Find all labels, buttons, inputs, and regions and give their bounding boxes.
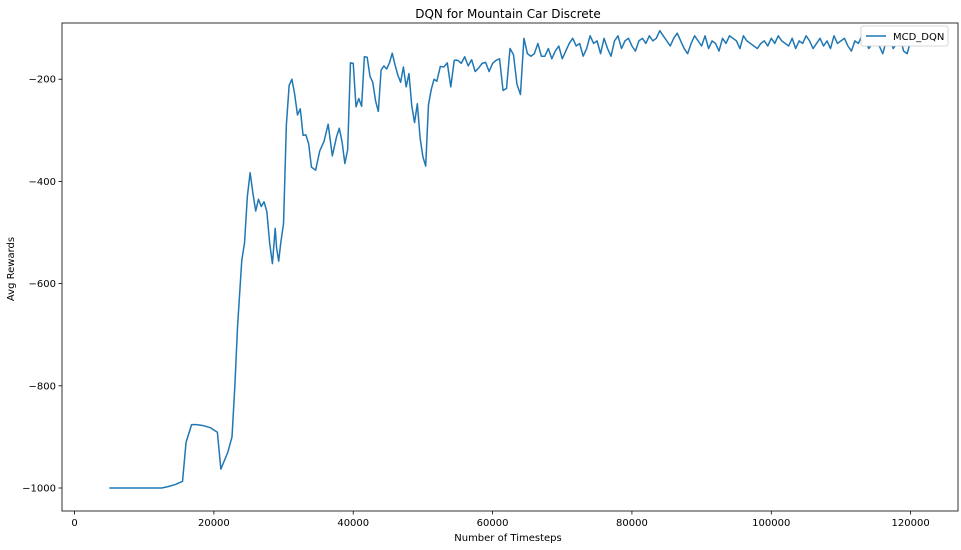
y-tick-label: −200 — [29, 75, 56, 86]
x-tick-label: 80000 — [616, 518, 648, 529]
chart-title: DQN for Mountain Car Discrete — [415, 7, 601, 21]
y-tick-label: −600 — [29, 279, 56, 290]
y-axis-label: Avg Rewards — [6, 237, 17, 301]
y-tick-label: −1000 — [22, 484, 56, 495]
y-axis-ticks: −1000 −800 −600 −400 −200 — [22, 75, 62, 495]
x-axis-ticks: 0 20000 40000 60000 80000 100000 120000 — [71, 511, 930, 529]
y-tick-label: −800 — [29, 381, 56, 392]
x-axis-label: Number of Timesteps — [454, 533, 561, 544]
y-tick-label: −400 — [29, 177, 56, 188]
x-tick-label: 100000 — [752, 518, 790, 529]
x-tick-label: 120000 — [892, 518, 930, 529]
x-tick-label: 0 — [71, 518, 77, 529]
axes-frame — [61, 22, 959, 512]
legend-label: MCD_DQN — [893, 32, 944, 43]
x-tick-label: 40000 — [337, 518, 369, 529]
legend: MCD_DQN — [860, 25, 949, 47]
line-layer — [109, 29, 912, 489]
legend-box — [860, 25, 949, 47]
x-tick-label: 60000 — [477, 518, 509, 529]
series-line-0 — [109, 29, 912, 489]
x-tick-label: 20000 — [198, 518, 230, 529]
plot-area: 0 20000 40000 60000 80000 100000 120000 −1000−… — [22, 22, 959, 529]
